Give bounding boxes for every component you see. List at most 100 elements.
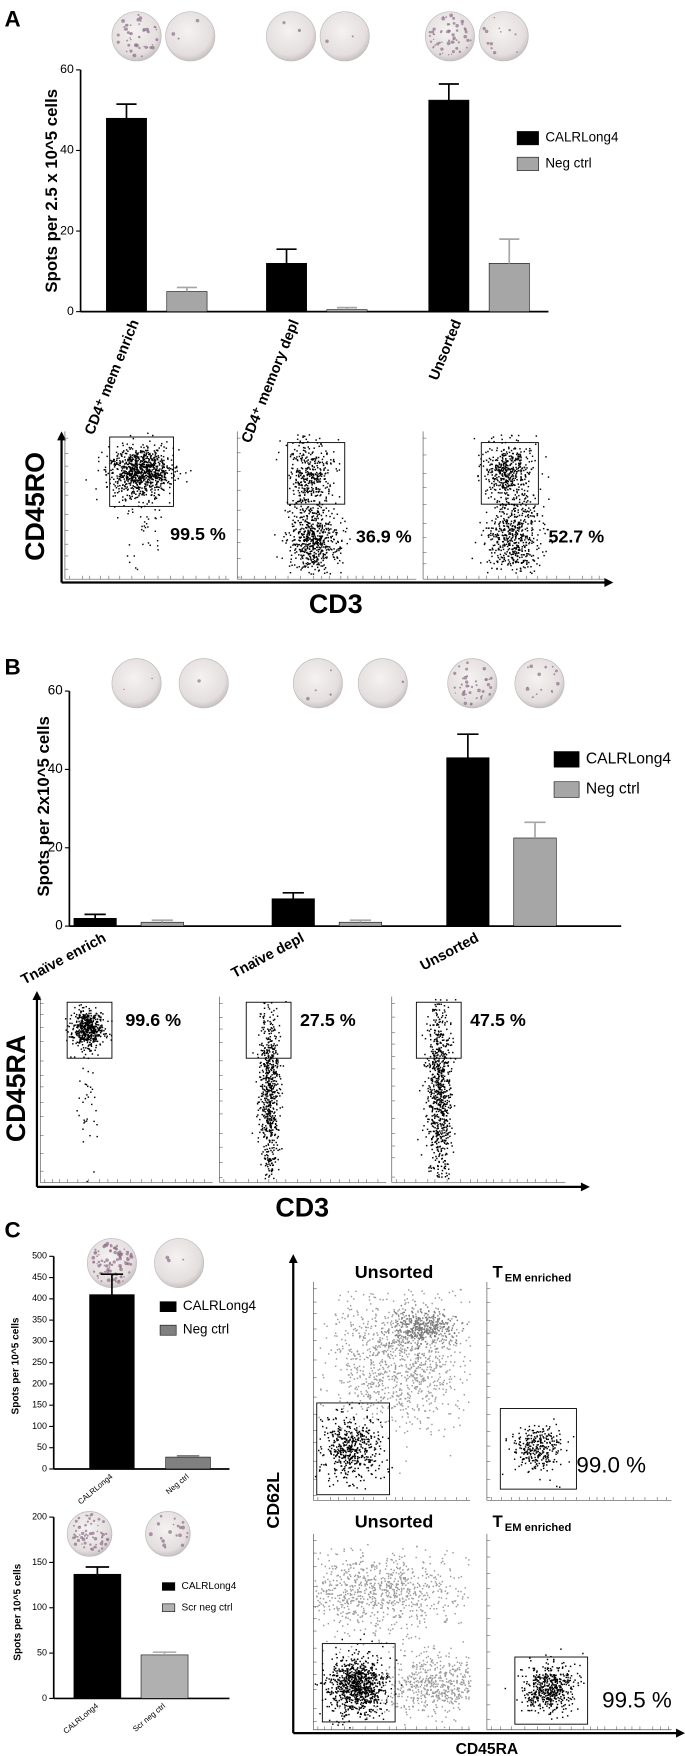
elispot-well: [154, 1238, 205, 1288]
event-dot: [452, 1151, 455, 1153]
event-dot: [112, 468, 114, 471]
event-dot: [501, 454, 504, 457]
event-dot: [272, 1102, 275, 1104]
event-dot: [325, 545, 327, 547]
event-dot: [320, 561, 322, 564]
event-dot: [82, 1067, 84, 1070]
event-dot: [330, 459, 332, 461]
event-dot: [80, 1048, 83, 1050]
event-dot: [268, 1084, 271, 1086]
elispot-spot: [499, 30, 502, 33]
event-dot: [305, 478, 307, 480]
event-dot: [480, 534, 483, 536]
event-dot: [486, 561, 489, 563]
elispot-spot: [100, 1547, 104, 1550]
event-dot: [264, 1097, 266, 1100]
event-dot: [154, 498, 156, 500]
event-dot: [312, 573, 315, 575]
event-dot: [499, 508, 502, 511]
elispot-spot: [470, 685, 474, 689]
event-dot: [82, 1033, 85, 1035]
event-dot: [264, 1158, 266, 1160]
event-dot: [500, 468, 503, 471]
event-dot: [110, 461, 113, 464]
event-dot: [115, 486, 118, 489]
event-dot: [515, 516, 518, 518]
event-dot: [432, 1121, 435, 1123]
event-dot: [141, 467, 143, 469]
event-dot: [273, 1028, 276, 1031]
event-dot: [268, 1104, 270, 1106]
event-dot: [266, 1072, 269, 1074]
event-dot: [503, 556, 505, 559]
event-dot: [151, 464, 154, 466]
event-dot: [302, 477, 304, 480]
event-dot: [490, 532, 492, 535]
elispot-well: [111, 658, 162, 709]
event-dot: [528, 553, 530, 555]
event-dot: [300, 501, 303, 504]
event-dot: [159, 485, 162, 487]
event-dot: [267, 1155, 269, 1157]
event-dot: [483, 543, 486, 546]
event-dot: [501, 557, 503, 559]
event-dot: [84, 1083, 87, 1085]
event-dot: [513, 552, 516, 554]
event-dot: [89, 1037, 92, 1040]
elispot-spot: [126, 31, 130, 35]
event-dot: [82, 1037, 84, 1039]
event-dot: [317, 479, 320, 481]
event-dot: [97, 469, 100, 472]
event-dot: [92, 1035, 94, 1037]
event-dot: [504, 539, 506, 541]
event-dot: [83, 1056, 85, 1058]
event-dot: [490, 463, 492, 465]
event-dot: [303, 531, 306, 533]
event-dot: [115, 451, 118, 454]
event-dot: [505, 498, 507, 501]
event-dot: [308, 553, 311, 555]
event-dot: [493, 440, 495, 443]
event-dot: [279, 1035, 282, 1038]
event-dot: [102, 1013, 104, 1015]
event-dot: [302, 453, 305, 455]
event-dot: [509, 544, 511, 546]
event-dot: [328, 532, 331, 534]
event-dot: [486, 469, 488, 471]
event-dot: [81, 1038, 84, 1040]
event-dot: [268, 1163, 270, 1165]
event-dot: [303, 474, 305, 477]
event-dot: [504, 533, 506, 536]
event-dot: [503, 462, 506, 465]
event-dot: [517, 488, 520, 491]
event-dot: [523, 494, 525, 496]
event-dot: [512, 551, 515, 553]
event-dot: [323, 564, 325, 566]
event-dot: [82, 1025, 84, 1028]
event-dot: [156, 474, 158, 477]
event-dot: [147, 449, 149, 452]
event-dot: [325, 536, 328, 539]
event-dot: [510, 483, 513, 485]
event-dot: [121, 472, 124, 474]
event-dot: [324, 556, 327, 559]
event-dot: [338, 469, 341, 471]
event-dot: [488, 457, 491, 460]
event-dot: [273, 1177, 275, 1180]
event-dot: [94, 1026, 96, 1028]
event-dot: [292, 453, 294, 456]
event-dot: [490, 471, 492, 474]
event-dot: [320, 491, 323, 493]
event-dot: [272, 1067, 275, 1069]
event-dot: [91, 1103, 93, 1106]
event-dot: [487, 461, 490, 463]
event-dot: [424, 1062, 427, 1064]
event-dot: [99, 1032, 102, 1034]
event-dot: [511, 468, 514, 470]
event-dot: [527, 523, 529, 525]
event-dot: [509, 552, 511, 555]
event-dot: [165, 479, 168, 482]
event-dot: [441, 1127, 443, 1129]
event-dot: [261, 1125, 263, 1127]
event-dot: [509, 524, 512, 526]
